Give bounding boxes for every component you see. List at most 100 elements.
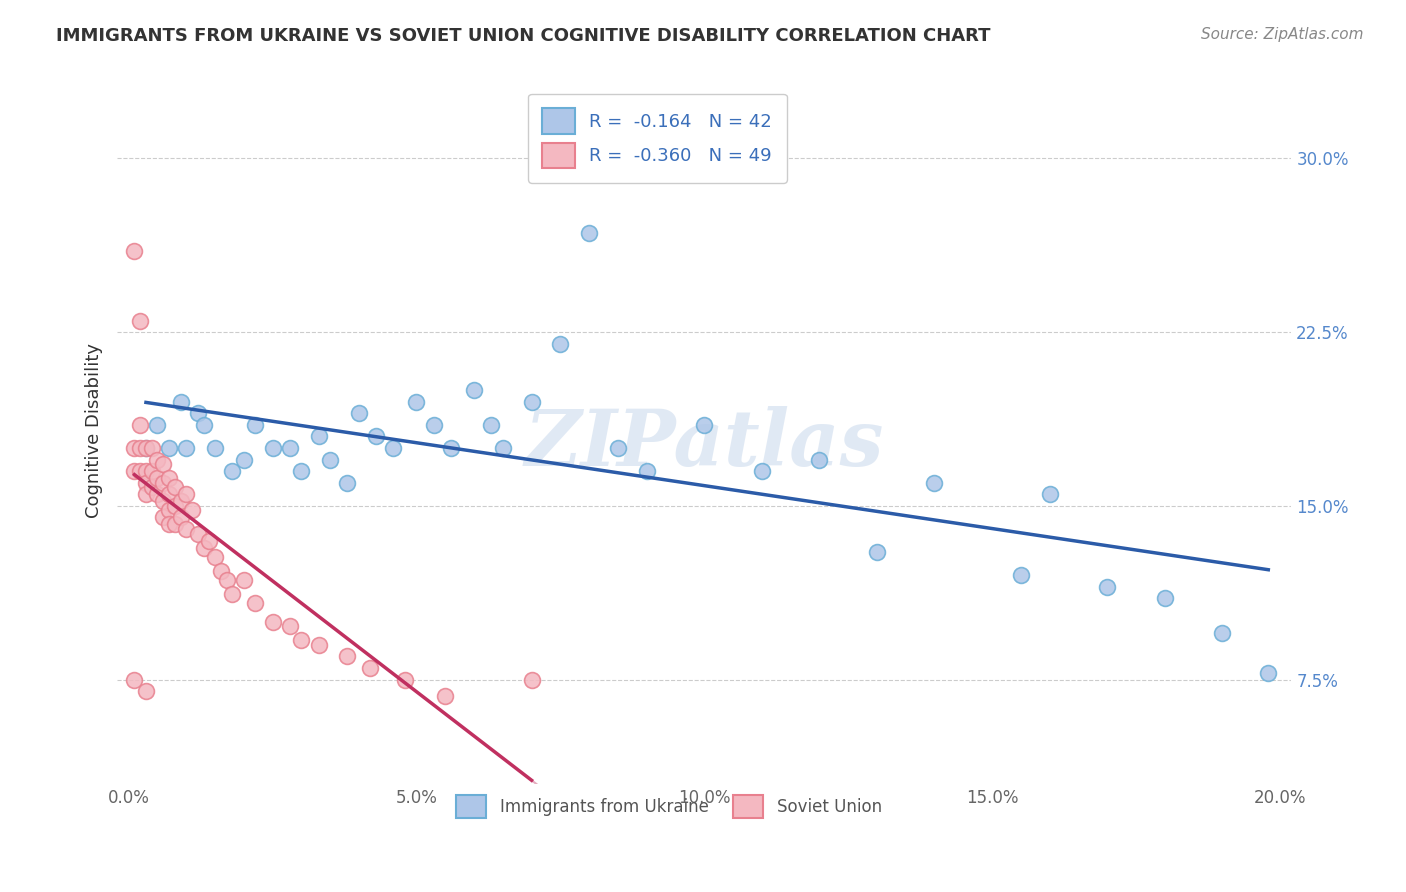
Point [278, 441, 301, 455]
Point [124, 244, 146, 259]
Point [157, 517, 180, 532]
Point [308, 638, 330, 652]
Point [336, 649, 359, 664]
Text: IMMIGRANTS FROM UKRAINE VS SOVIET UNION COGNITIVE DISABILITY CORRELATION CHART: IMMIGRANTS FROM UKRAINE VS SOVIET UNION … [56, 27, 991, 45]
Point [146, 487, 169, 501]
Point [135, 684, 157, 698]
Point [232, 573, 254, 587]
Point [245, 417, 267, 432]
Point [141, 464, 163, 478]
Point [359, 661, 381, 675]
Point [163, 517, 186, 532]
Point [366, 429, 388, 443]
Point [152, 494, 174, 508]
Point [152, 510, 174, 524]
Point [135, 441, 157, 455]
Text: Source: ZipAtlas.com: Source: ZipAtlas.com [1201, 27, 1364, 42]
Point [174, 487, 197, 501]
Point [262, 441, 284, 455]
Point [693, 417, 716, 432]
Point [204, 549, 226, 564]
Point [278, 619, 301, 633]
Point [124, 673, 146, 687]
Point [152, 475, 174, 490]
Point [751, 464, 773, 478]
Point [135, 464, 157, 478]
Point [808, 452, 831, 467]
Point [422, 417, 444, 432]
Point [347, 406, 370, 420]
Point [174, 522, 197, 536]
Point [1257, 665, 1279, 680]
Point [382, 441, 405, 455]
Point [866, 545, 889, 559]
Point [193, 417, 215, 432]
Text: ZIPatlas: ZIPatlas [524, 407, 884, 483]
Point [146, 452, 169, 467]
Point [152, 457, 174, 471]
Point [181, 503, 204, 517]
Point [157, 503, 180, 517]
Point [129, 441, 152, 455]
Point [209, 564, 232, 578]
Point [129, 464, 152, 478]
Point [163, 499, 186, 513]
Point [550, 336, 572, 351]
Point [924, 475, 946, 490]
Point [578, 226, 600, 240]
Point [290, 464, 312, 478]
Point [135, 475, 157, 490]
Point [146, 471, 169, 485]
Y-axis label: Cognitive Disability: Cognitive Disability [86, 343, 103, 518]
Point [1153, 591, 1175, 606]
Point [232, 452, 254, 467]
Point [520, 394, 543, 409]
Point [174, 441, 197, 455]
Point [198, 533, 221, 548]
Point [157, 471, 180, 485]
Point [135, 441, 157, 455]
Point [124, 441, 146, 455]
Point [1095, 580, 1118, 594]
Point [221, 587, 243, 601]
Point [636, 464, 658, 478]
Point [141, 441, 163, 455]
Point [336, 475, 359, 490]
Legend: Immigrants from Ukraine, Soviet Union: Immigrants from Ukraine, Soviet Union [450, 788, 889, 825]
Point [308, 429, 330, 443]
Point [169, 394, 191, 409]
Point [129, 313, 152, 327]
Point [520, 673, 543, 687]
Point [124, 464, 146, 478]
Point [169, 494, 191, 508]
Point [434, 689, 457, 703]
Point [405, 394, 427, 409]
Point [129, 417, 152, 432]
Point [146, 417, 169, 432]
Point [169, 510, 191, 524]
Point [204, 441, 226, 455]
Point [1211, 626, 1233, 640]
Point [215, 573, 238, 587]
Point [319, 452, 342, 467]
Point [245, 596, 267, 610]
Point [492, 441, 515, 455]
Point [1039, 487, 1062, 501]
Point [163, 480, 186, 494]
Point [141, 480, 163, 494]
Point [221, 464, 243, 478]
Point [463, 383, 485, 397]
Point [1010, 568, 1032, 582]
Point [135, 487, 157, 501]
Point [290, 633, 312, 648]
Point [394, 673, 416, 687]
Point [193, 541, 215, 555]
Point [262, 615, 284, 629]
Point [479, 417, 502, 432]
Point [187, 526, 209, 541]
Point [157, 487, 180, 501]
Point [440, 441, 463, 455]
Point [187, 406, 209, 420]
Point [157, 441, 180, 455]
Point [606, 441, 628, 455]
